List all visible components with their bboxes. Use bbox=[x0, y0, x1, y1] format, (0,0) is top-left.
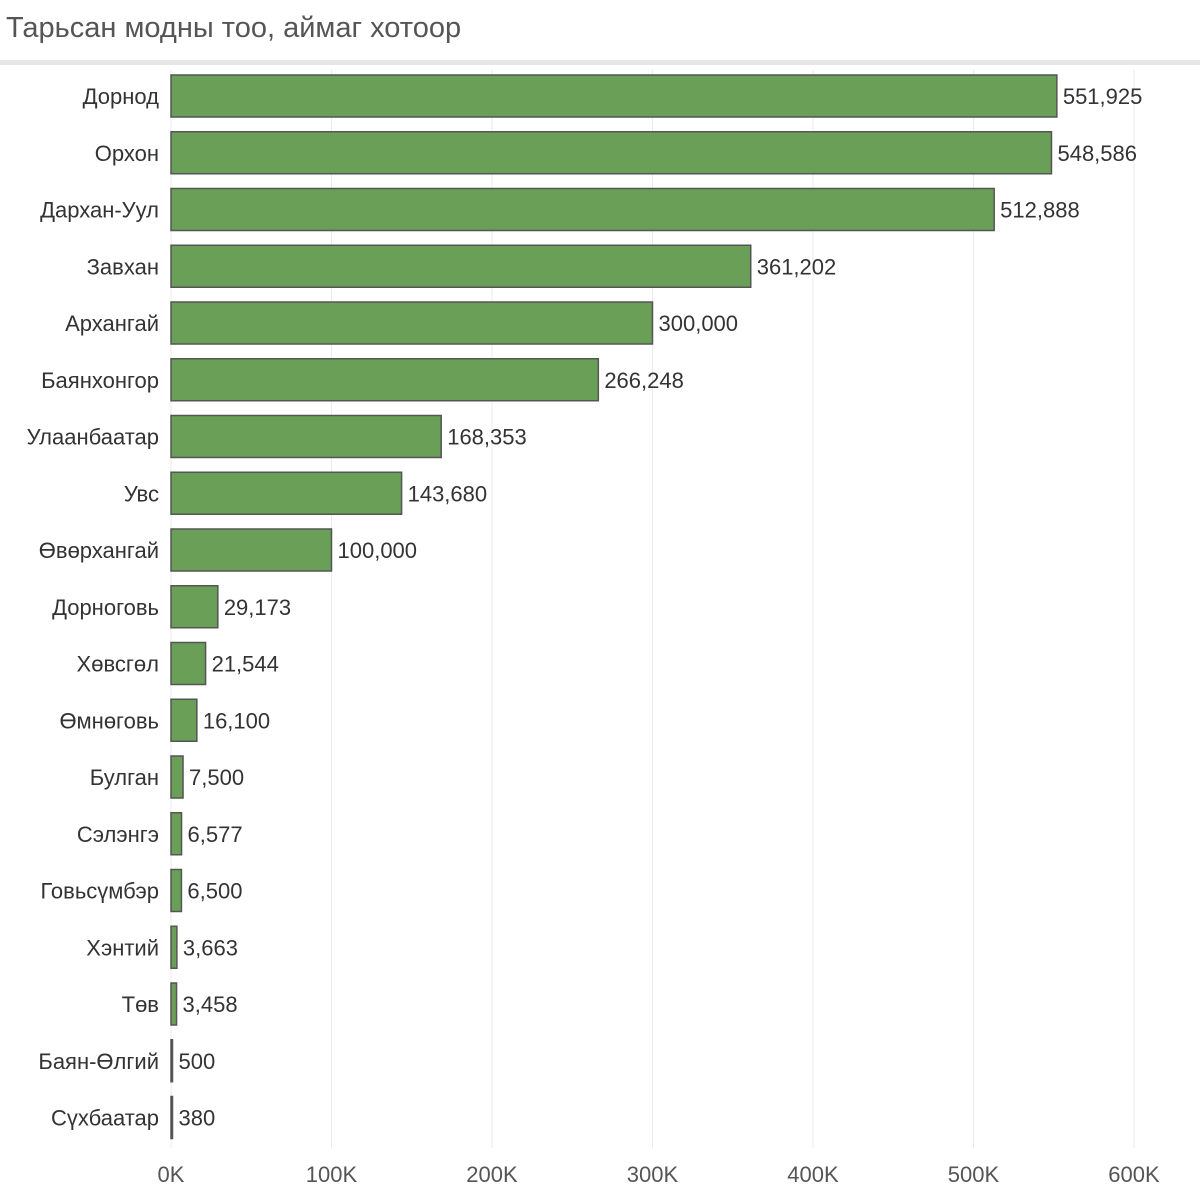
x-tick-label: 0K bbox=[158, 1162, 185, 1187]
bar bbox=[170, 131, 1053, 175]
value-label: 548,586 bbox=[1057, 141, 1137, 166]
value-label: 16,100 bbox=[203, 708, 270, 733]
x-tick-label: 400K bbox=[787, 1162, 839, 1187]
x-tick-label: 300K bbox=[627, 1162, 679, 1187]
category-label: Баянхонгор bbox=[41, 368, 159, 393]
category-label: Увс bbox=[124, 481, 159, 506]
bar bbox=[170, 301, 654, 345]
category-label: Өмнөговь bbox=[59, 708, 159, 733]
x-tick-label: 100K bbox=[306, 1162, 358, 1187]
category-label: Өвөрхангай bbox=[39, 538, 159, 563]
bars bbox=[170, 74, 1058, 1140]
bar bbox=[170, 812, 183, 856]
value-label: 3,663 bbox=[183, 935, 238, 960]
bar bbox=[170, 585, 219, 629]
value-labels: 551,925 548,586 512,888 361,202 300,000 266,2… bbox=[179, 84, 1143, 1131]
bar bbox=[170, 755, 184, 799]
value-label: 29,173 bbox=[224, 595, 291, 620]
bar bbox=[170, 414, 442, 459]
gridlines bbox=[170, 70, 1135, 1148]
category-label: Булган bbox=[90, 765, 159, 790]
value-label: 7,500 bbox=[189, 765, 244, 790]
bar bbox=[170, 358, 600, 402]
category-label: Сэлэнгэ bbox=[77, 822, 159, 847]
category-label: Хэнтий bbox=[86, 935, 159, 960]
bar bbox=[170, 244, 752, 288]
category-label: Дархан-Уул bbox=[40, 198, 159, 223]
category-label: Орхон bbox=[95, 141, 159, 166]
category-labels: Дорнод Орхон Дархан-Уул Завхан Архангай Баянх… bbox=[27, 84, 160, 1131]
value-label: 512,888 bbox=[1000, 198, 1080, 223]
x-tick-label: 500K bbox=[948, 1162, 1000, 1187]
category-label: Хөвсгөл bbox=[77, 652, 159, 677]
bar bbox=[170, 471, 403, 515]
category-label: Архангай bbox=[65, 311, 159, 336]
value-label: 361,202 bbox=[757, 254, 837, 279]
category-label: Дорноговь bbox=[52, 595, 159, 620]
bar bbox=[170, 528, 333, 572]
category-label: Дорнод bbox=[83, 84, 160, 109]
bar bbox=[170, 74, 1058, 118]
value-label: 551,925 bbox=[1063, 84, 1143, 109]
bar bbox=[170, 698, 198, 742]
value-label: 6,577 bbox=[188, 822, 243, 847]
value-label: 266,248 bbox=[604, 368, 684, 393]
category-label: Завхан bbox=[87, 254, 159, 279]
value-label: 143,680 bbox=[408, 481, 488, 506]
category-label: Баян-Өлгий bbox=[38, 1049, 159, 1074]
value-label: 3,458 bbox=[183, 992, 238, 1017]
bar bbox=[170, 868, 183, 913]
value-label: 300,000 bbox=[659, 311, 739, 336]
bar bbox=[170, 1095, 174, 1140]
category-label: Сүхбаатар bbox=[51, 1106, 159, 1131]
chart-title: Тарьсан модны тоо, аймаг хотоор bbox=[6, 12, 462, 44]
category-label: Говьсүмбэр bbox=[40, 879, 159, 904]
x-tick-label: 600K bbox=[1108, 1162, 1160, 1187]
bar bbox=[170, 982, 178, 1026]
title-divider bbox=[0, 60, 1200, 65]
bar bbox=[170, 187, 995, 232]
value-label: 100,000 bbox=[338, 538, 418, 563]
bar bbox=[170, 1039, 174, 1083]
value-label: 380 bbox=[179, 1106, 216, 1131]
value-label: 500 bbox=[179, 1049, 216, 1074]
value-label: 6,500 bbox=[187, 879, 242, 904]
bar bbox=[170, 641, 207, 686]
x-tick-label: 200K bbox=[466, 1162, 518, 1187]
value-label: 21,544 bbox=[212, 652, 279, 677]
x-axis-ticks: 0K 100K 200K 300K 400K 500K 600K bbox=[158, 1162, 1160, 1187]
category-label: Төв bbox=[122, 992, 159, 1017]
category-label: Улаанбаатар bbox=[27, 425, 159, 450]
bar bbox=[170, 925, 178, 969]
value-label: 168,353 bbox=[447, 425, 527, 450]
